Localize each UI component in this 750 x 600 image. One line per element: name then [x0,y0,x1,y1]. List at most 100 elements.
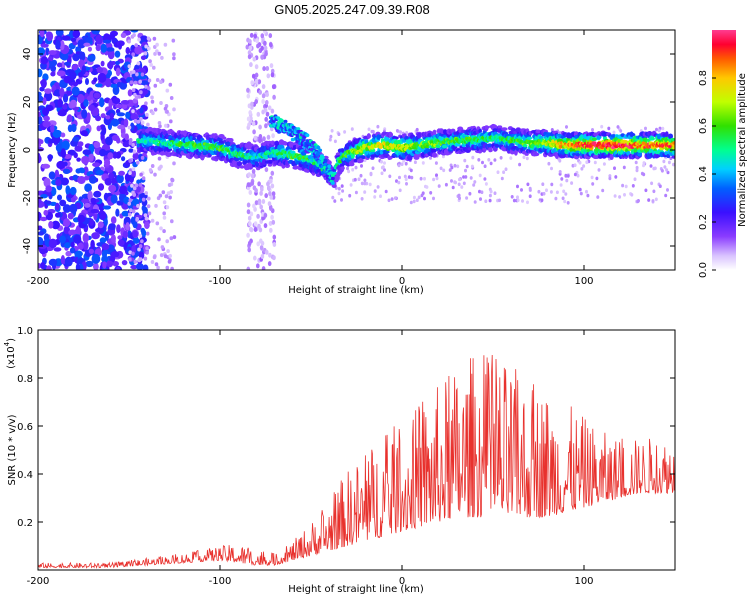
spectrogram-noise-cell [51,220,60,230]
spectrogram-noise-cell [157,51,162,56]
spectrogram-noise-cell [450,165,454,170]
spectrogram-noise-cell [80,130,88,137]
spectrogram-noise-cell [608,174,612,178]
spectrogram-noise-cell [348,193,352,198]
spectrogram-noise-cell [118,170,125,176]
spectrogram-noise-cell [522,155,526,160]
spectrogram-noise-cell [330,129,334,133]
spectrogram-noise-cell [149,62,153,67]
spectrogram-noise-cell [477,158,481,162]
spectrogram-noise-cell [402,159,406,163]
spectrogram-noise-cell [157,166,162,171]
spectrogram-noise-cell [337,191,341,196]
snr-multiplier-base: (x10 [6,346,17,369]
spectrogram-noise-cell [110,118,120,127]
spectrogram-noise-cell [417,195,421,200]
spectrogram-noise-cell [393,196,397,200]
spectrogram-noise-cell [48,50,57,56]
spectrogram-noise-cell [44,88,52,94]
spectrogram-noise-cell [253,255,257,261]
spectrogram-noise-cell [128,138,133,142]
spectrogram-noise-cell [155,221,160,226]
spectrogram-noise-cell [268,221,273,226]
spectrogram-noise-cell [618,195,622,199]
spectrogram-noise-cell [481,160,484,165]
spectrogram-noise-cell [129,208,133,213]
spectrogram-noise-cell [512,198,516,203]
snr-y-ticks: 0.20.40.60.81.0 [17,326,675,529]
spectrogram-noise-cell [115,266,121,270]
spectrogram-noise-cell [254,72,259,78]
spectrogram-branch-cell [318,148,323,153]
spectrogram-ridge-cell [340,166,345,171]
spectrogram-noise-cell [258,134,263,139]
spectrogram-noise-cell [70,241,75,248]
spectrogram-noise-cell [142,264,149,270]
spectrogram-noise-cell [129,80,134,85]
spectrogram-noise-cell [40,78,47,89]
spectrogram-ridge-cell [189,135,194,142]
spectrogram-noise-cell [340,184,344,188]
spectrogram-noise-cell [602,162,606,166]
spectrogram-marks [38,30,675,270]
spectrogram-noise-cell [328,137,332,142]
spectrogram-noise-cell [423,196,426,201]
spectrogram-noise-cell [133,259,138,264]
spectrogram-noise-cell [131,109,135,114]
spectrogram-noise-cell [271,133,275,139]
spectrogram-noise-cell [329,134,333,139]
spectrogram-noise-cell [101,243,110,251]
spectrogram-noise-cell [630,193,634,197]
spectrogram-noise-cell [267,201,272,207]
spectrogram-noise-cell [64,242,71,249]
spectrogram-noise-cell [493,191,497,195]
spectrogram-noise-cell [101,255,109,263]
spectrogram-noise-cell [265,66,270,71]
spectrogram-noise-cell [483,177,487,181]
spectrogram-noise-cell [489,161,493,166]
spectrogram-noise-cell [130,183,134,188]
spectrogram-noise-cell [644,188,648,193]
spectrogram-noise-cell [81,155,90,165]
spectrogram-noise-cell [81,198,90,204]
spectrogram-noise-cell [404,177,408,182]
spectrogram-noise-cell [384,189,388,194]
spectrogram-noise-cell [131,52,135,57]
spectrogram-noise-cell [550,128,554,132]
spectrogram-noise-cell [267,185,271,191]
spectrogram-noise-cell [493,158,497,162]
spectrogram-noise-cell [651,199,655,203]
spectrogram-noise-cell [586,193,590,198]
spectrogram-noise-cell [39,30,45,38]
spectrogram-branch-cell [283,119,288,124]
spectrogram-noise-cell [152,65,156,70]
spectrogram-noise-cell [525,156,529,161]
spectrogram-noise-cell [407,175,411,179]
spectrogram-noise-cell [249,211,254,217]
spectrogram-noise-cell [470,164,474,169]
spectrogram-noise-cell [128,198,133,203]
spectrogram-noise-cell [71,86,80,96]
spectrogram-noise-cell [562,189,566,194]
spectrogram-noise-cell [91,232,100,240]
spectrogram-noise-cell [40,43,49,48]
spectrogram-noise-cell [253,33,257,39]
spectrogram-noise-cell [105,115,111,120]
spectrogram-noise-cell [363,190,367,194]
spectrogram-noise-cell [140,72,145,77]
spectrogram-noise-cell [259,190,263,196]
spectrogram-noise-cell [333,199,337,203]
spectrogram-noise-cell [622,165,626,170]
spectrogram-noise-cell [165,265,170,270]
spectrogram-noise-cell [146,36,151,41]
spectrogram-noise-cell [57,194,62,201]
spectrogram-ridge-cell [526,136,533,140]
spectrogram-noise-cell [542,191,546,196]
spectrogram-noise-cell [115,208,120,217]
spectrogram-y-tick-label: -20 [22,190,33,206]
spectrogram-noise-cell [500,176,504,181]
spectrogram-noise-cell [655,127,658,132]
spectrogram-ridge-cell [484,125,489,130]
spectrogram-noise-cell [38,231,45,236]
spectrogram-noise-cell [108,223,116,231]
